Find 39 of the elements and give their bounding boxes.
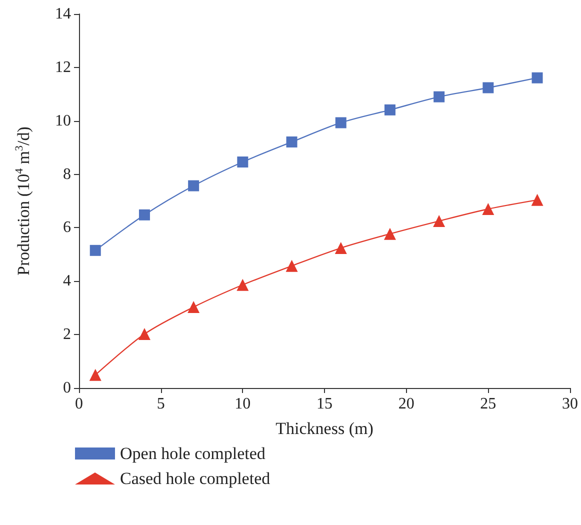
point [335,117,346,128]
point [286,136,298,148]
y-tick-label: 10 [55,112,71,130]
x-tick-label: 10 [234,396,251,412]
point [188,301,200,314]
y-tick-label: 4 [63,272,71,290]
point [384,104,396,116]
y-axis-title: Production (104 m3/d) [14,126,33,276]
y-tick-label: 0 [63,380,71,396]
point [334,242,347,254]
point [433,215,446,228]
x-tick-label: 20 [398,396,414,412]
point [531,194,544,206]
point [237,156,248,168]
y-tick-label: 12 [55,58,71,76]
legend-label: Cased hole completed [120,469,271,488]
point [138,328,150,340]
x-tick-label: 0 [75,396,83,412]
point [286,260,298,272]
point [90,244,101,256]
x-tick-label: 5 [156,396,165,412]
point [384,228,396,240]
y-tick-label: 14 [55,6,71,22]
y-tick-label: 8 [63,166,71,183]
legend-label: Open hole completed [120,444,266,463]
x-tick-label: 30 [562,396,578,412]
point [138,209,150,220]
point [482,82,494,94]
x-tick-label: 25 [480,396,496,412]
point [482,203,494,216]
point [532,72,543,84]
point [236,278,249,291]
x-tick-label: 15 [316,396,332,412]
point [434,91,445,102]
x-axis-title: Thickness (m) [276,419,374,438]
y-tick-label: 2 [63,326,71,344]
point [188,180,200,192]
point [89,368,102,381]
y-tick-label: 6 [63,219,71,236]
